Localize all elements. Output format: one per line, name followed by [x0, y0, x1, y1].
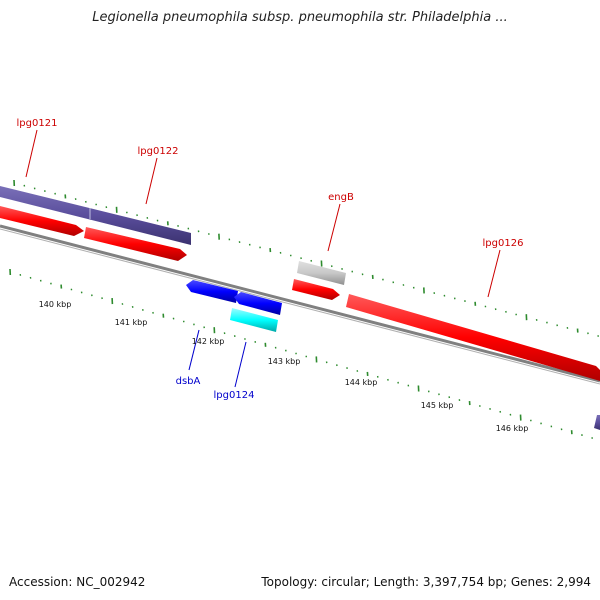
purple-feature-fragment[interactable]: [594, 415, 600, 430]
gene-label-lpg0126[interactable]: lpg0126: [483, 238, 524, 249]
gene-label-lpg0121[interactable]: lpg0121: [17, 118, 58, 129]
leader-line-lpg0124: [234, 341, 247, 388]
upper-tick-track: [13, 179, 599, 337]
gene-arrow-reverse-2[interactable]: [234, 292, 282, 315]
scale-label-142kbp: 142 kbp: [192, 337, 225, 346]
topology-summary-text: Topology: circular; Length: 3,397,754 bp…: [261, 575, 591, 589]
accession-text: Accession: NC_002942: [9, 575, 146, 589]
scale-label-145kbp: 145 kbp: [421, 401, 454, 410]
leader-line-lpg0126: [487, 249, 501, 298]
gene-label-engB[interactable]: engB: [328, 192, 354, 203]
gene-arrow-lpg0122[interactable]: [84, 227, 187, 261]
gene-label-lpg0122[interactable]: lpg0122: [138, 146, 179, 157]
gene-arrow-dsbA[interactable]: [186, 280, 238, 303]
scale-label-146kbp: 146 kbp: [496, 424, 529, 433]
scale-label-143kbp: 143 kbp: [268, 357, 301, 366]
genome-backbone: [0, 224, 600, 383]
gene-label-lpg0124[interactable]: lpg0124: [214, 390, 255, 401]
scale-label-144kbp: 144 kbp: [345, 378, 378, 387]
map-title: Legionella pneumophila subsp. pneumophil…: [92, 10, 508, 25]
gene-arrow-engB[interactable]: [292, 279, 340, 300]
scale-label-140kbp: 140 kbp: [39, 300, 72, 309]
lower-tick-track: [9, 268, 593, 439]
gene-label-dsbA[interactable]: dsbA: [176, 376, 201, 387]
leader-line-lpg0121: [25, 129, 38, 178]
leader-line-dsbA: [188, 329, 200, 371]
leader-line-engB: [327, 203, 341, 252]
gene-box-lpg0124[interactable]: [230, 308, 278, 332]
genome-backbone-shadow: [0, 228, 600, 385]
leader-line-lpg0122: [145, 157, 158, 205]
gene-arrow-lpg0126[interactable]: [346, 294, 600, 381]
scale-label-141kbp: 141 kbp: [115, 318, 148, 327]
gene-box-gray[interactable]: [297, 261, 346, 285]
purple-feature-band[interactable]: [0, 186, 191, 245]
gene-arrow-lpg0121[interactable]: [0, 206, 84, 236]
